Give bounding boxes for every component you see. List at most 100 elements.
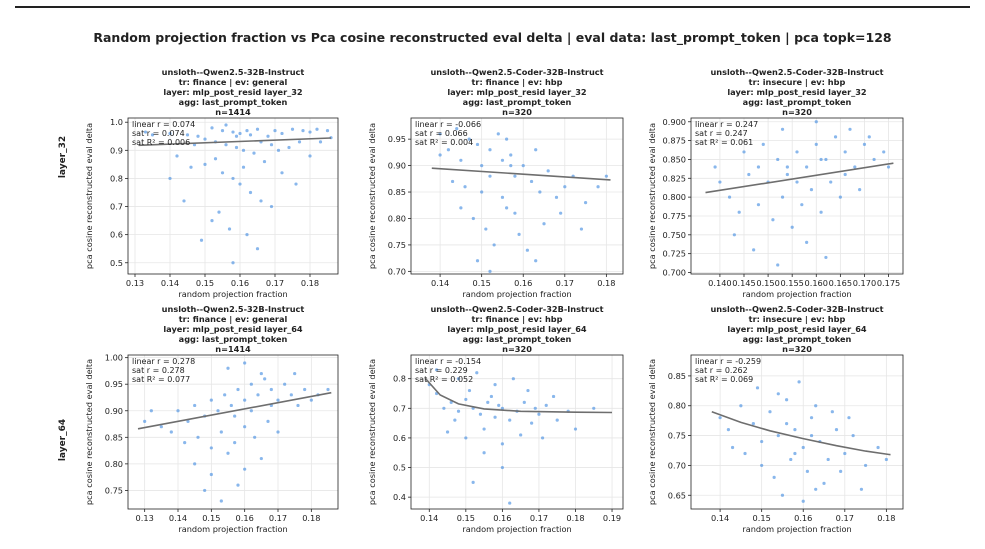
- data-point: [486, 400, 490, 404]
- y-tick-label: 0.8: [393, 374, 406, 384]
- data-point: [829, 180, 833, 184]
- y-tick-label: 0.4: [393, 492, 406, 502]
- data-point: [143, 130, 148, 134]
- data-point: [233, 414, 237, 418]
- y-tick-label: 0.90: [105, 406, 123, 416]
- y-tick-label: 0.7: [110, 202, 123, 212]
- data-point: [199, 238, 204, 242]
- data-point: [742, 150, 746, 154]
- data-point: [771, 218, 775, 222]
- panel-header-line: tr: finance | ev: hbp: [471, 314, 563, 324]
- data-point: [269, 204, 274, 209]
- data-point: [269, 387, 273, 392]
- data-point: [446, 148, 451, 152]
- data-point: [318, 140, 323, 144]
- x-tick-label: 0.175: [877, 278, 900, 288]
- row-label-layer-32: layer_32: [58, 135, 68, 179]
- y-tick-label: 0.90: [388, 161, 406, 171]
- data-point: [227, 227, 232, 231]
- y-axis-label: pca cosine reconstructed eval delta: [84, 359, 94, 505]
- y-tick-label: 0.75: [105, 485, 123, 495]
- stat-annotation: linear r = 0.278: [132, 357, 195, 366]
- panel-header-1: unsloth--Qwen2.5-32B-Instruct tr: finance…: [98, 67, 368, 117]
- data-point: [789, 457, 793, 462]
- data-point: [579, 227, 584, 231]
- y-tick-label: 0.775: [663, 211, 686, 221]
- stat-annotation: sat r = 0.066: [415, 129, 468, 138]
- data-point: [790, 225, 794, 229]
- x-axis-label: random projection fraction: [462, 289, 571, 299]
- data-point: [718, 416, 722, 420]
- x-tick-label: 0.17: [266, 278, 284, 288]
- data-point: [196, 435, 200, 439]
- panel-header-line: agg: last_prompt_token: [462, 97, 572, 107]
- data-point: [266, 419, 270, 423]
- data-point: [463, 185, 467, 189]
- data-point: [752, 248, 756, 252]
- data-point: [482, 451, 486, 455]
- fit-line: [137, 391, 332, 430]
- x-tick-label: 0.160: [805, 278, 828, 288]
- x-tick-label: 0.155: [780, 278, 803, 288]
- data-point: [464, 436, 468, 440]
- plot-frame: [127, 354, 339, 510]
- panel-header-line: agg: last_prompt_token: [178, 334, 288, 344]
- data-point: [830, 410, 834, 414]
- y-tick-label: 0.8: [110, 173, 123, 183]
- data-point: [471, 216, 475, 221]
- data-point: [450, 179, 455, 184]
- data-point: [143, 419, 147, 423]
- data-point: [843, 150, 847, 154]
- panel-header-line: tr: insecure | ev: hbp: [748, 77, 846, 87]
- data-point: [464, 397, 468, 402]
- data-point: [210, 126, 214, 130]
- data-point: [471, 480, 475, 484]
- data-point: [325, 129, 330, 133]
- fit-line: [711, 410, 891, 456]
- panel-header-5: unsloth--Qwen2.5-Coder-32B-Instruct tr: f…: [381, 304, 653, 354]
- y-tick-label: 0.700: [663, 267, 686, 277]
- data-point: [732, 233, 736, 237]
- data-point: [303, 387, 307, 392]
- data-point: [493, 415, 497, 419]
- figure-title: Random projection fraction vs Pca cosine…: [93, 30, 892, 45]
- x-tick-label: 0.15: [753, 513, 771, 523]
- data-point: [467, 388, 472, 393]
- data-point: [756, 203, 761, 207]
- data-point: [236, 483, 240, 487]
- data-point: [293, 371, 297, 376]
- data-point: [780, 493, 785, 497]
- data-point: [843, 451, 847, 456]
- panel-header-line: n=320: [502, 107, 532, 117]
- y-tick-label: 0.7: [393, 403, 406, 413]
- data-point: [730, 445, 735, 450]
- data-point: [453, 418, 457, 422]
- data-point: [438, 153, 442, 157]
- data-point: [245, 233, 249, 237]
- data-point: [475, 259, 480, 263]
- data-point: [224, 123, 228, 127]
- data-point: [863, 463, 868, 468]
- data-point: [169, 430, 173, 434]
- y-tick-label: 0.900: [663, 117, 686, 127]
- data-point: [266, 134, 270, 138]
- data-point: [217, 210, 221, 214]
- y-tick-label: 0.95: [388, 134, 406, 144]
- data-point: [253, 435, 257, 439]
- stat-annotation: linear r = 0.247: [695, 120, 758, 129]
- x-axis-label: random projection fraction: [742, 289, 851, 299]
- data-point: [801, 445, 805, 450]
- data-point: [233, 441, 237, 445]
- data-point: [297, 140, 302, 144]
- data-point: [183, 441, 187, 445]
- data-point: [795, 180, 799, 184]
- panel-header-line: agg: last_prompt_token: [742, 334, 852, 344]
- plot-frame: [410, 354, 624, 510]
- stat-annotation: linear r = -0.154: [415, 357, 481, 366]
- y-axis-label: pca cosine reconstructed eval delta: [647, 123, 657, 269]
- plot-frame: [690, 354, 904, 510]
- data-point: [833, 135, 838, 139]
- data-point: [186, 419, 190, 423]
- data-point: [496, 132, 500, 136]
- data-point: [525, 248, 529, 252]
